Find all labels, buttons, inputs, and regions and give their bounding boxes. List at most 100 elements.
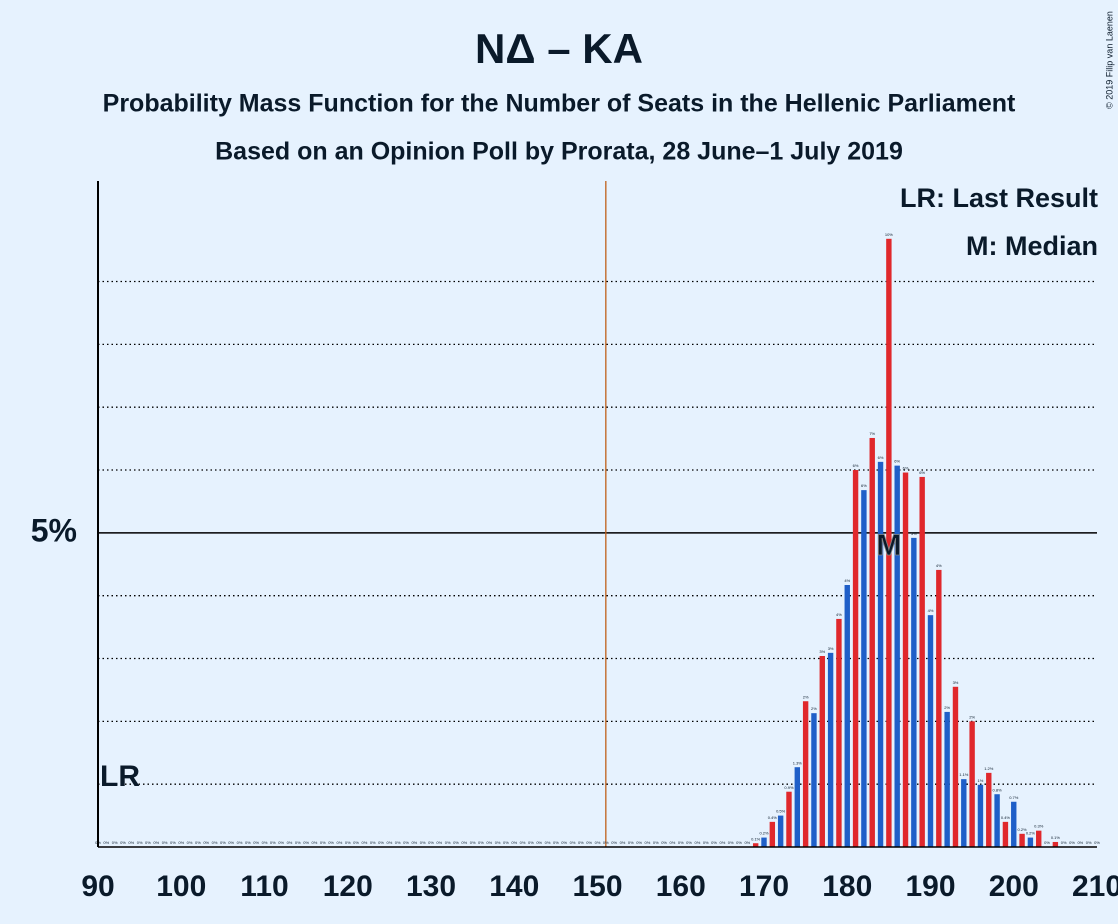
legend-entry: M: Median [966, 231, 1098, 261]
value-label: 0% [253, 840, 259, 845]
value-label: 1.1% [959, 772, 969, 777]
bar [1036, 830, 1042, 847]
value-label: 1% [978, 778, 984, 783]
value-label: 0% [711, 840, 717, 845]
value-label: 0% [561, 840, 567, 845]
value-label: 0% [262, 840, 268, 845]
bar [844, 584, 850, 847]
value-label: 0% [337, 840, 343, 845]
value-label: 0% [386, 840, 392, 845]
value-label: 0% [511, 840, 517, 845]
value-label: 0% [586, 840, 592, 845]
y-tick-label: 5% [31, 512, 77, 548]
value-label: 0% [653, 840, 659, 845]
value-label: 0% [545, 840, 551, 845]
value-label: 0% [736, 840, 742, 845]
value-label: 0% [1086, 840, 1092, 845]
bar [902, 472, 909, 847]
value-label: 0% [320, 840, 326, 845]
value-label: 6% [894, 459, 900, 464]
value-label: 4% [836, 612, 842, 617]
value-label: 0% [670, 840, 676, 845]
value-label: 0% [153, 840, 159, 845]
value-label: 0% [270, 840, 276, 845]
value-label: 0% [695, 840, 701, 845]
x-tick-label: 150 [572, 870, 622, 903]
value-label: 0% [478, 840, 484, 845]
bar [894, 465, 900, 847]
value-label: 0% [719, 840, 725, 845]
value-label: 0% [570, 840, 576, 845]
value-label: 0% [212, 840, 218, 845]
bar [969, 721, 975, 847]
value-label: 0% [595, 840, 601, 845]
bar [936, 569, 942, 847]
value-label: 0% [312, 840, 318, 845]
value-label: 0% [428, 840, 434, 845]
value-label: 0% [137, 840, 143, 845]
copyright: © 2019 Filip van Laenen [1104, 11, 1114, 109]
value-label: 0% [486, 840, 492, 845]
value-label: 0.8% [993, 787, 1003, 792]
bar [777, 815, 784, 847]
value-label: 6% [903, 466, 909, 471]
value-label: 0.2% [1026, 831, 1036, 836]
bar [961, 779, 967, 847]
bar [794, 767, 800, 847]
value-label: 7% [869, 431, 875, 436]
value-label: 0% [145, 840, 151, 845]
value-label: 2% [944, 705, 950, 710]
value-label: 0% [495, 840, 501, 845]
value-label: 0.2% [759, 831, 769, 836]
value-label: 0% [103, 840, 109, 845]
value-label: 0% [170, 840, 176, 845]
x-tick-label: 120 [323, 870, 373, 903]
value-label: 0% [345, 840, 351, 845]
bar [1011, 801, 1017, 847]
subtitle: Based on an Opinion Poll by Prorata, 28 … [215, 138, 903, 166]
value-label: 0.4% [768, 815, 778, 820]
value-label: 2% [969, 714, 975, 719]
value-label: 0% [536, 840, 542, 845]
bar [877, 461, 884, 847]
value-label: 0% [220, 840, 226, 845]
value-label: 0% [203, 840, 209, 845]
value-label: 0% [528, 840, 534, 845]
value-label: 0% [636, 840, 642, 845]
x-tick-label: 130 [406, 870, 456, 903]
value-label: 0.4% [1001, 815, 1011, 820]
value-label: 0.5% [776, 809, 786, 814]
legend-entry: LR: Last Result [900, 183, 1098, 213]
value-label: 0% [162, 840, 168, 845]
x-tick-label: 100 [156, 870, 206, 903]
value-label: 0.1% [751, 836, 761, 841]
value-label: 0% [661, 840, 667, 845]
value-label: 6% [853, 463, 859, 468]
value-label: 0% [578, 840, 584, 845]
value-label: 6% [919, 470, 925, 475]
value-label: 0% [120, 840, 126, 845]
value-label: 0% [378, 840, 384, 845]
value-label: 0% [1061, 840, 1067, 845]
value-label: 0% [603, 840, 609, 845]
value-label: 0% [686, 840, 692, 845]
bar [944, 711, 950, 847]
value-label: 0% [703, 840, 709, 845]
x-tick-label: 180 [822, 870, 872, 903]
value-label: 10% [885, 232, 893, 237]
x-tick-label: 90 [81, 870, 114, 903]
value-label: 3% [828, 646, 834, 651]
value-label: 1.2% [984, 766, 994, 771]
value-label: 0% [395, 840, 401, 845]
bar [786, 791, 792, 847]
bar [769, 821, 776, 847]
value-label: 0% [187, 840, 193, 845]
value-label: 0.3% [1034, 824, 1044, 829]
value-label: 0.2% [1018, 827, 1028, 832]
subtitle: Probability Mass Function for the Number… [103, 90, 1016, 118]
value-label: 0% [453, 840, 459, 845]
value-label: 0% [278, 840, 284, 845]
value-label: 0% [678, 840, 684, 845]
bar [986, 772, 992, 847]
